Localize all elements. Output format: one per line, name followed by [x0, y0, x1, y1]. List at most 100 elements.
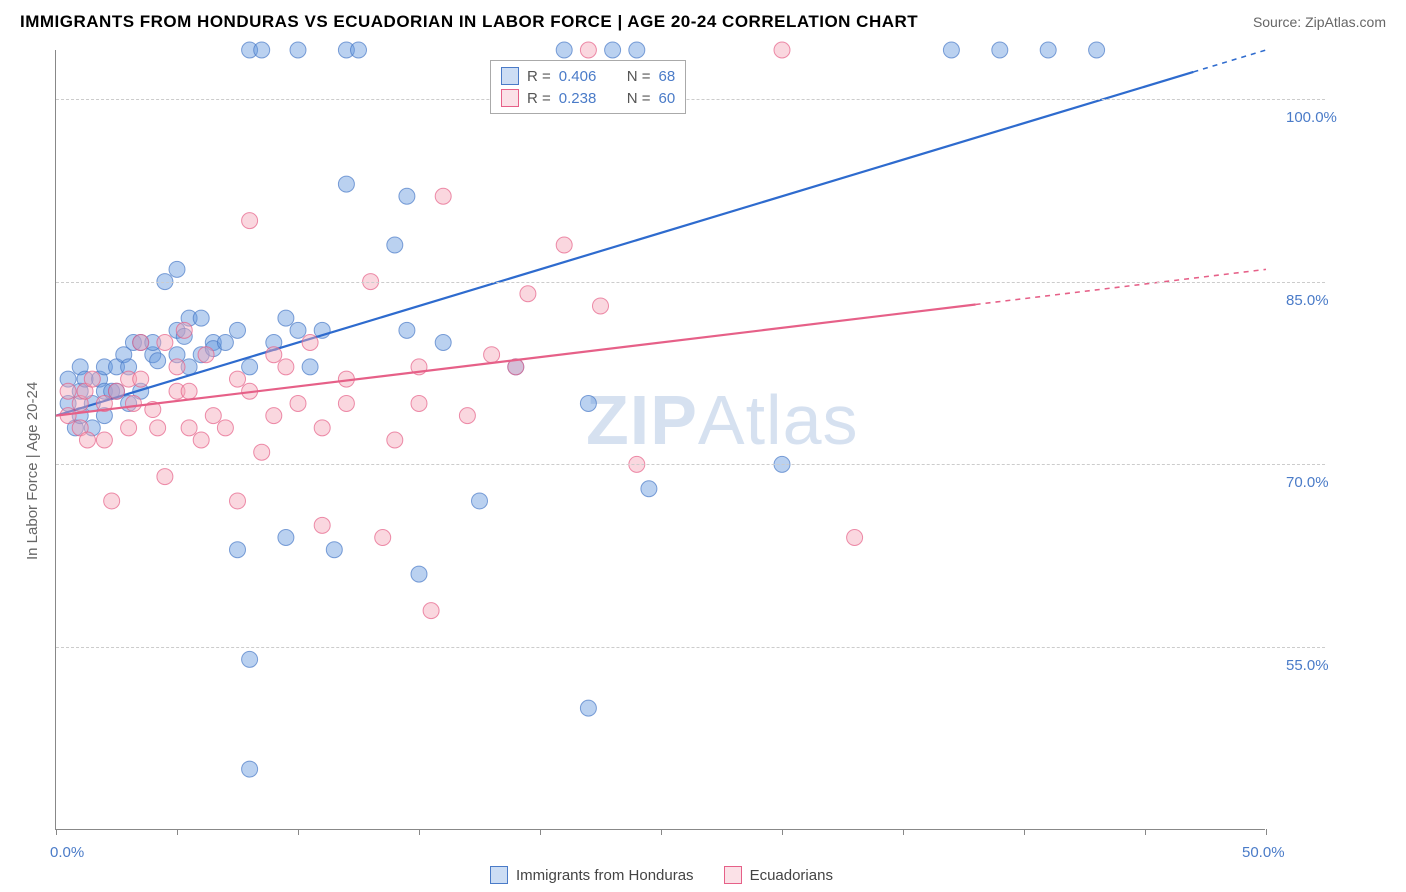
scatter-point — [520, 286, 536, 302]
r-value: 0.238 — [559, 90, 619, 107]
trend-line — [56, 72, 1193, 416]
scatter-point — [266, 408, 282, 424]
scatter-point — [302, 359, 318, 375]
scatter-point — [314, 517, 330, 533]
n-value: 60 — [659, 90, 676, 107]
scatter-point — [242, 359, 258, 375]
scatter-point — [278, 530, 294, 546]
scatter-point — [943, 42, 959, 58]
scatter-point — [230, 542, 246, 558]
scatter-point — [459, 408, 475, 424]
scatter-point — [290, 395, 306, 411]
scatter-point — [84, 371, 100, 387]
scatter-point — [205, 408, 221, 424]
scatter-point — [314, 420, 330, 436]
scatter-point — [338, 176, 354, 192]
chart-svg — [56, 50, 1266, 830]
scatter-point — [351, 42, 367, 58]
scatter-point — [242, 213, 258, 229]
scatter-point — [157, 335, 173, 351]
legend-item-honduras: Immigrants from Honduras — [490, 864, 694, 886]
scatter-point — [556, 237, 572, 253]
scatter-point — [176, 322, 192, 338]
chart-container: IMMIGRANTS FROM HONDURAS VS ECUADORIAN I… — [0, 0, 1406, 892]
scatter-point — [1040, 42, 1056, 58]
scatter-point — [193, 432, 209, 448]
scatter-point — [125, 395, 141, 411]
x-tick — [1266, 829, 1267, 835]
scatter-point — [326, 542, 342, 558]
scatter-point — [121, 420, 137, 436]
n-label: N = — [627, 90, 651, 107]
scatter-point — [992, 42, 1008, 58]
scatter-point — [169, 359, 185, 375]
scatter-point — [198, 347, 214, 363]
scatter-point — [266, 347, 282, 363]
scatter-point — [104, 493, 120, 509]
scatter-point — [387, 237, 403, 253]
scatter-point — [254, 42, 270, 58]
source-label: Source: ZipAtlas.com — [1253, 14, 1386, 30]
r-value: 0.406 — [559, 68, 619, 85]
grid-line — [56, 99, 1325, 100]
scatter-point — [278, 359, 294, 375]
n-label: N = — [627, 68, 651, 85]
grid-line — [56, 282, 1325, 283]
x-tick — [1024, 829, 1025, 835]
scatter-point — [556, 42, 572, 58]
scatter-point — [133, 371, 149, 387]
x-tick — [298, 829, 299, 835]
legend-label-ecuadorians: Ecuadorians — [750, 867, 833, 884]
grid-line — [56, 464, 1325, 465]
scatter-point — [60, 383, 76, 399]
scatter-point — [338, 395, 354, 411]
scatter-point — [399, 188, 415, 204]
scatter-point — [605, 42, 621, 58]
scatter-point — [435, 188, 451, 204]
scatter-point — [593, 298, 609, 314]
scatter-point — [242, 761, 258, 777]
scatter-point — [375, 530, 391, 546]
scatter-point — [278, 310, 294, 326]
grid-line — [56, 647, 1325, 648]
trend-line-dash — [1193, 50, 1266, 72]
scatter-point — [230, 371, 246, 387]
scatter-point — [302, 335, 318, 351]
scatter-point — [580, 42, 596, 58]
x-tick — [177, 829, 178, 835]
plot-area: ZIPAtlas 55.0%70.0%85.0%100.0%0.0%50.0% — [55, 50, 1265, 830]
scatter-point — [181, 383, 197, 399]
scatter-point — [79, 432, 95, 448]
scatter-point — [96, 432, 112, 448]
legend-label-honduras: Immigrants from Honduras — [516, 867, 694, 884]
scatter-point — [242, 651, 258, 667]
y-tick-label: 85.0% — [1286, 292, 1329, 309]
x-tick — [540, 829, 541, 835]
scatter-point — [629, 42, 645, 58]
x-tick — [1145, 829, 1146, 835]
swatch-icon — [501, 89, 519, 107]
swatch-icon — [501, 67, 519, 85]
scatter-point — [290, 42, 306, 58]
scatter-point — [847, 530, 863, 546]
scatter-point — [472, 493, 488, 509]
scatter-point — [254, 444, 270, 460]
scatter-point — [1089, 42, 1105, 58]
legend-correlation: R =0.406N =68R =0.238N =60 — [490, 60, 686, 114]
scatter-point — [230, 322, 246, 338]
scatter-point — [181, 420, 197, 436]
scatter-point — [580, 395, 596, 411]
scatter-point — [399, 322, 415, 338]
scatter-point — [193, 310, 209, 326]
scatter-point — [484, 347, 500, 363]
scatter-point — [150, 420, 166, 436]
scatter-point — [423, 603, 439, 619]
scatter-point — [217, 420, 233, 436]
r-label: R = — [527, 90, 551, 107]
scatter-point — [109, 383, 125, 399]
scatter-point — [169, 261, 185, 277]
scatter-point — [217, 335, 233, 351]
chart-title: IMMIGRANTS FROM HONDURAS VS ECUADORIAN I… — [20, 12, 918, 32]
x-tick — [419, 829, 420, 835]
r-label: R = — [527, 68, 551, 85]
